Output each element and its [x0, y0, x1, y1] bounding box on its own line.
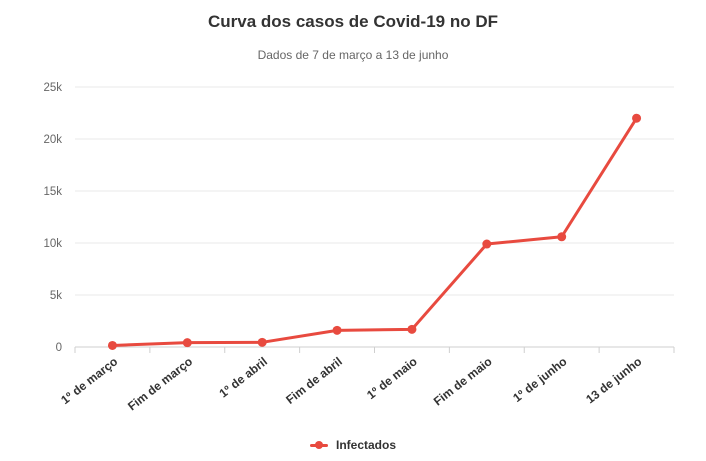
y-axis-tick-label: 10k	[43, 238, 62, 250]
y-axis-tick-label: 0	[56, 342, 62, 354]
data-point-marker[interactable]	[557, 232, 567, 242]
data-point-marker[interactable]	[107, 340, 117, 350]
legend-line-marker	[309, 441, 328, 449]
y-axis-tick-label: 20k	[43, 134, 62, 146]
legend-dot-icon	[314, 441, 323, 449]
data-point-marker[interactable]	[257, 337, 267, 347]
chart-subtitle: Dados de 7 de março a 13 de junho	[257, 48, 449, 62]
chart-title: Curva dos casos de Covid-19 no DF	[207, 12, 498, 31]
x-axis-tick-label: 1º de abril	[216, 354, 270, 400]
data-point-marker[interactable]	[332, 325, 342, 335]
data-point-marker[interactable]	[407, 324, 417, 334]
data-point-marker[interactable]	[632, 113, 642, 123]
x-axis-tick-label: Fim de março	[125, 354, 195, 413]
legend-item-infectados[interactable]: Infectados	[0, 438, 706, 452]
x-axis-tick-label: 1º de junho	[510, 354, 569, 405]
data-point-marker[interactable]	[182, 338, 192, 348]
legend-label: Infectados	[335, 438, 396, 452]
y-axis-tick-label: 5k	[50, 290, 62, 302]
x-axis-tick-label: Fim de maio	[431, 354, 495, 408]
x-axis-tick-label: Fim de abril	[283, 354, 345, 407]
x-axis-tick-label: 13 de junho	[583, 354, 644, 406]
y-axis-tick-label: 25k	[43, 82, 62, 94]
x-axis-tick-label: 1º de maio	[364, 354, 420, 402]
x-axis-tick-label: 1º de março	[58, 354, 120, 407]
y-axis-tick-label: 15k	[43, 186, 62, 198]
data-point-marker[interactable]	[482, 239, 492, 249]
infectados-line	[110, 116, 639, 347]
